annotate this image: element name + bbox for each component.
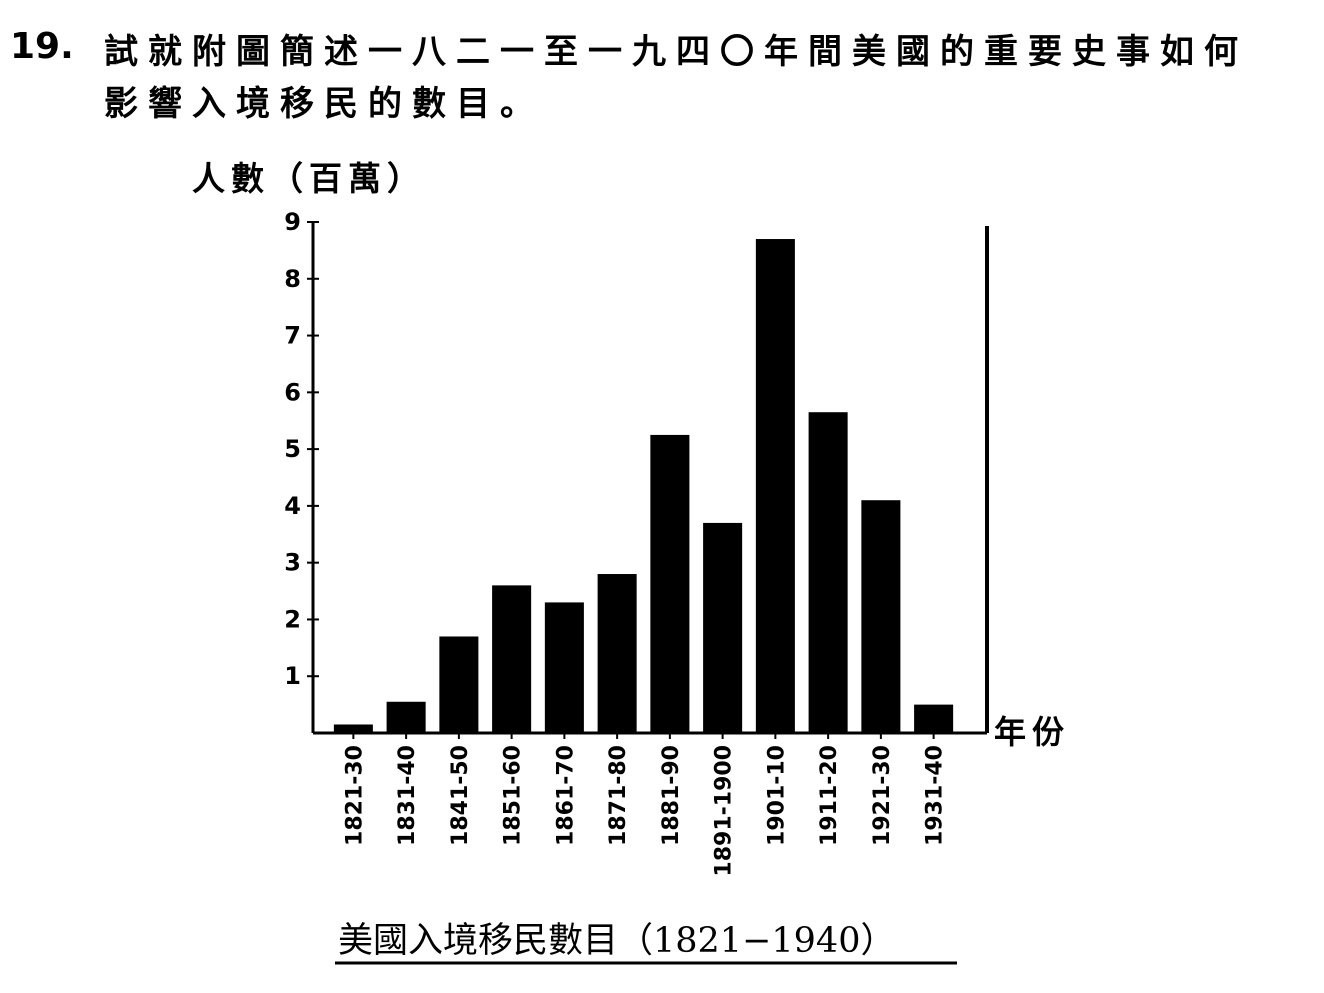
x-category-label: 1851-60 bbox=[501, 745, 526, 846]
x-axis-label: 年份 bbox=[994, 713, 1070, 751]
x-category-label: 1911-20 bbox=[817, 745, 842, 846]
question-text-line-1: 試就附圖簡述一八二一至一九四〇年間美國的重要史事如何 bbox=[104, 32, 1248, 72]
y-tick-label: 7 bbox=[284, 322, 301, 350]
y-axis-label: 人數（百萬） bbox=[192, 159, 426, 198]
bar bbox=[333, 724, 373, 733]
y-tick-label: 8 bbox=[284, 265, 301, 293]
bar bbox=[808, 412, 848, 733]
x-category-label: 1881-90 bbox=[659, 745, 684, 846]
x-category-label: 1891-1900 bbox=[712, 745, 737, 877]
bar bbox=[703, 522, 743, 733]
x-category-label: 1821-30 bbox=[342, 745, 367, 846]
x-category-label: 1861-70 bbox=[553, 745, 578, 846]
bar bbox=[861, 500, 901, 733]
bar bbox=[914, 704, 954, 733]
bars bbox=[333, 239, 954, 734]
bar bbox=[597, 574, 637, 733]
bar bbox=[650, 434, 690, 733]
bar bbox=[439, 636, 479, 733]
x-category-label: 1831-40 bbox=[395, 745, 420, 846]
y-tick-label: 5 bbox=[284, 435, 301, 463]
x-category-labels: 1821-30 1831-40 1841-50 1851-60 1861-70 1871-… bbox=[342, 733, 948, 877]
bar bbox=[492, 585, 532, 733]
bar bbox=[544, 602, 584, 733]
y-tick-label: 6 bbox=[284, 378, 301, 406]
x-category-label: 1871-80 bbox=[606, 745, 631, 846]
y-ticks: 1 2 3 4 5 6 7 8 9 bbox=[284, 208, 319, 690]
bar bbox=[386, 701, 426, 733]
x-category-label: 1841-50 bbox=[448, 745, 473, 846]
y-tick-label: 4 bbox=[284, 492, 301, 520]
bar bbox=[755, 239, 795, 734]
y-tick-label: 1 bbox=[284, 662, 301, 690]
y-tick-label: 2 bbox=[284, 605, 301, 633]
question-text-line-2: 影響入境移民的數目。 bbox=[104, 84, 544, 124]
x-category-label: 1901-10 bbox=[764, 745, 789, 846]
y-tick-label: 3 bbox=[284, 549, 301, 577]
x-category-label: 1921-30 bbox=[870, 745, 895, 846]
x-category-label: 1931-40 bbox=[923, 745, 948, 846]
y-tick-label: 9 bbox=[284, 208, 301, 236]
question-number: 19. bbox=[10, 26, 74, 67]
chart-title: 美國入境移民數目（1821−1940） bbox=[338, 921, 895, 961]
